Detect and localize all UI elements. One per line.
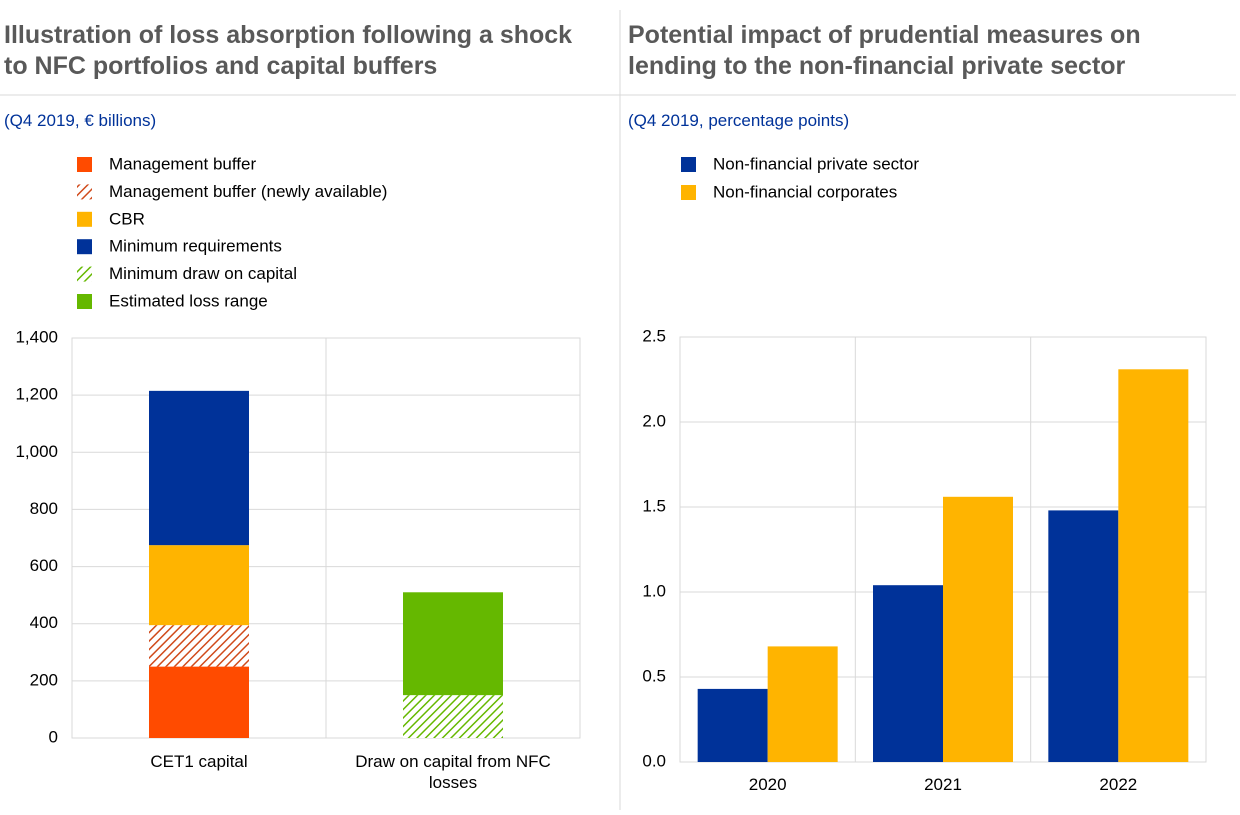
x-tick-label: CET1 capital: [150, 752, 248, 771]
x-tick-label: 2020: [748, 775, 787, 794]
y-tick-label: 2.0: [642, 411, 666, 430]
legend-swatch: [681, 157, 696, 172]
bar-segment: [149, 666, 249, 738]
chart-subtitle: (Q4 2019, percentage points): [628, 111, 850, 130]
x-tick-label: 2021: [924, 775, 962, 794]
bar: [1118, 369, 1189, 762]
legend-label: Estimated loss range: [109, 291, 268, 310]
y-tick-label: 1.0: [642, 581, 666, 600]
chart-title: Potential impact of prudential measures …: [628, 21, 1141, 80]
bar: [873, 585, 943, 762]
bar: [767, 646, 838, 762]
y-tick-label: 1,000: [15, 442, 58, 461]
legend-label: Non-financial private sector: [713, 154, 919, 173]
legend-label: CBR: [109, 209, 145, 228]
legend-label: Management buffer (newly available): [109, 182, 387, 201]
legend-swatch: [77, 211, 92, 227]
y-tick-label: 200: [30, 670, 58, 689]
legend-swatch: [77, 294, 92, 309]
y-tick-label: 0.5: [642, 666, 666, 685]
bar-segment: [403, 695, 503, 738]
y-tick-label: 0.0: [642, 751, 666, 770]
x-tick-label: 2022: [1099, 775, 1138, 794]
y-tick-label: 400: [30, 613, 58, 632]
bar: [697, 688, 768, 762]
bar-segment: [403, 592, 503, 696]
chart-subtitle: (Q4 2019, € billions): [4, 111, 157, 130]
legend-swatch: [77, 157, 92, 172]
legend-label: Minimum requirements: [109, 237, 282, 256]
chart-title: Illustration of loss absorption followin…: [4, 21, 573, 80]
legend-swatch: [77, 239, 92, 255]
legend-label: Minimum draw on capital: [109, 264, 297, 283]
bar: [1048, 510, 1119, 762]
bar-segment: [149, 625, 249, 667]
y-tick-label: 0: [49, 727, 58, 746]
y-tick-label: 2.5: [642, 326, 666, 345]
bar: [943, 496, 1013, 762]
legend-swatch: [77, 184, 92, 200]
legend-swatch: [77, 266, 92, 282]
legend-label: Management buffer: [109, 154, 256, 173]
y-tick-label: 800: [30, 499, 58, 518]
bar-segment: [149, 390, 249, 546]
y-tick-label: 600: [30, 556, 58, 575]
y-tick-label: 1,200: [15, 385, 58, 404]
x-tick-label: Draw on capital from NFC losses: [355, 752, 551, 792]
legend-label: Non-financial corporates: [713, 182, 897, 201]
y-tick-label: 1.5: [642, 496, 666, 515]
legend-swatch: [681, 185, 696, 200]
y-tick-label: 1,400: [15, 327, 58, 346]
bar-segment: [149, 545, 249, 626]
